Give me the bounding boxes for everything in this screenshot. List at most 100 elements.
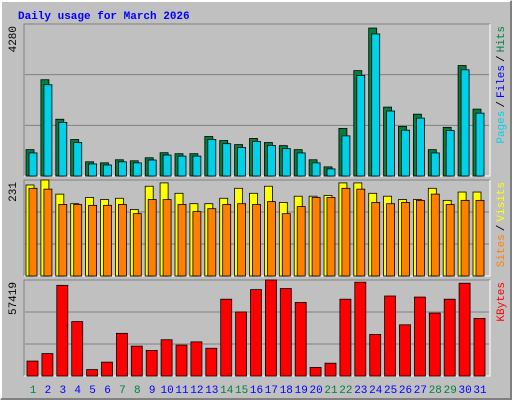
bar [222, 143, 232, 177]
x-tick-label: 22 [339, 385, 352, 397]
bar [207, 139, 217, 177]
bar [147, 159, 157, 177]
bar [162, 199, 172, 277]
panel-bevel-dark [23, 179, 490, 276]
x-tick-label: 17 [265, 385, 278, 397]
bar [41, 353, 54, 377]
bar [281, 148, 291, 177]
bar [205, 347, 218, 377]
bar [160, 339, 173, 377]
bar [443, 298, 456, 377]
bar [354, 281, 367, 377]
bar [26, 360, 39, 377]
x-tick-label: 31 [473, 385, 487, 397]
bar [460, 199, 470, 277]
bar [71, 321, 84, 377]
x-tick-label: 15 [235, 385, 248, 397]
x-tick-label: 16 [250, 385, 263, 397]
legend-separator: / [496, 55, 508, 62]
bar [430, 193, 440, 277]
bar [73, 142, 83, 177]
bar [132, 162, 142, 177]
x-tick-label: 12 [190, 385, 203, 397]
bar [101, 361, 113, 377]
y-tick-label: 4280 [8, 26, 20, 52]
legend-entry: Pages [496, 111, 508, 144]
bar [88, 204, 97, 277]
bar [28, 152, 38, 177]
bar [415, 117, 425, 177]
legend-separator: / [496, 101, 508, 108]
x-tick-label: 2 [45, 385, 52, 397]
x-tick-label: 7 [119, 385, 126, 397]
x-tick-label: 21 [324, 385, 338, 397]
bar [473, 318, 486, 377]
bar [326, 168, 336, 177]
bar [118, 161, 127, 177]
panel-bevel-dark [23, 279, 490, 376]
x-tick-label: 25 [384, 385, 397, 397]
x-tick-label: 4 [74, 385, 81, 397]
y-tick-label: 57419 [8, 282, 20, 315]
x-tick-label: 3 [59, 385, 66, 397]
legend: Sites / Visits [496, 182, 508, 267]
bar [266, 145, 276, 177]
bar [175, 344, 188, 377]
bar [415, 199, 425, 277]
bar [88, 163, 97, 177]
x-tick-label: 18 [280, 385, 293, 397]
bar [326, 197, 336, 277]
bar [356, 188, 366, 277]
bar [264, 279, 277, 377]
legend-entry: Files [496, 65, 508, 98]
x-tick-label: 20 [309, 385, 322, 397]
x-tick-label: 5 [89, 385, 96, 397]
bar [386, 110, 396, 177]
bar [296, 152, 306, 177]
bar [296, 206, 306, 277]
x-tick-label: 28 [429, 385, 442, 397]
bar [341, 187, 351, 277]
bar [281, 213, 291, 277]
bar [237, 147, 247, 177]
bar [147, 199, 157, 277]
bar [56, 284, 69, 377]
x-tick-label: 30 [458, 385, 471, 397]
x-tick-label: 14 [220, 385, 234, 397]
bar [401, 129, 410, 177]
bar [460, 69, 470, 177]
bar [430, 152, 440, 177]
y-tick-label: 231 [8, 182, 20, 202]
bar [311, 197, 321, 277]
bar [384, 295, 397, 377]
bar [73, 204, 83, 277]
legend-entry: KBytes [496, 282, 508, 322]
chart-title: Daily usage for March 2026 [18, 11, 190, 23]
bar [132, 213, 142, 277]
bar [222, 204, 232, 277]
bar [130, 345, 143, 377]
bar [458, 282, 471, 377]
x-tick-label: 11 [175, 385, 189, 397]
bar [252, 141, 261, 177]
bar [311, 162, 321, 177]
x-tick-label: 9 [149, 385, 156, 397]
bar [43, 188, 53, 277]
bar [401, 202, 410, 277]
bar [428, 312, 441, 377]
bar [339, 298, 352, 377]
bar [145, 349, 158, 377]
panel-bevel-dark [23, 23, 490, 176]
bar [177, 204, 187, 277]
bar [192, 211, 202, 277]
bar [58, 121, 68, 177]
x-tick-label: 8 [134, 385, 141, 397]
bar [103, 204, 112, 277]
bar [324, 362, 337, 377]
bar [413, 296, 426, 377]
x-tick-label: 26 [399, 385, 412, 397]
bar [250, 289, 262, 377]
bar [475, 199, 485, 277]
bar [192, 155, 202, 177]
